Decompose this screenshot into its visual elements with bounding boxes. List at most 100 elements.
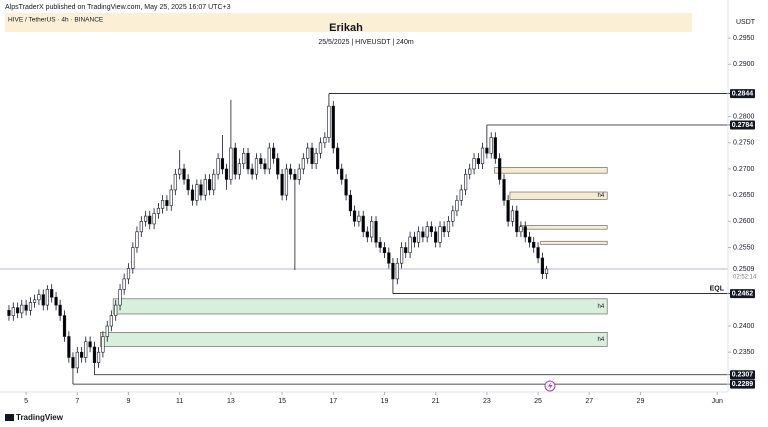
candle-body xyxy=(365,231,369,238)
candle-body xyxy=(152,213,156,225)
candle-body xyxy=(340,168,344,180)
y-tick-label: 0.2950 xyxy=(733,35,755,42)
candle-body xyxy=(131,247,135,269)
x-tick-label: Jun xyxy=(712,398,723,405)
zones: h4 h4 h4 xyxy=(100,167,608,347)
candle-body xyxy=(446,221,451,233)
candle-body xyxy=(246,152,250,170)
candle-body xyxy=(182,168,186,180)
candle-body xyxy=(41,294,45,306)
candle-body xyxy=(476,158,481,165)
candle-body xyxy=(498,158,502,180)
candle-body xyxy=(24,304,28,311)
candle-body xyxy=(301,158,305,170)
x-tick-label: 29 xyxy=(637,398,645,405)
candle-body xyxy=(472,158,476,170)
attribution: AlpsTraderX published on TradingView.com… xyxy=(5,4,231,11)
candle-body xyxy=(229,147,233,180)
candle-body xyxy=(195,184,199,201)
candle-body xyxy=(378,241,382,248)
y-tick-label: 0.2400 xyxy=(733,323,755,330)
x-tick-label: 17 xyxy=(329,398,337,405)
candle-body xyxy=(480,147,485,165)
y-tick-label: 0.2600 xyxy=(733,218,755,225)
candle-body xyxy=(169,189,173,206)
candle-body xyxy=(139,221,143,233)
candle-body xyxy=(434,231,438,243)
level-label-box xyxy=(730,289,755,299)
candle-body xyxy=(485,147,489,154)
zone-label: h4 xyxy=(597,304,604,310)
candle-body xyxy=(536,247,540,259)
level-label: 0.2462 xyxy=(732,290,754,297)
candle-body xyxy=(544,268,549,274)
candle-body xyxy=(336,147,340,170)
zone xyxy=(519,225,608,230)
candle-body xyxy=(442,226,446,233)
candle-body xyxy=(272,147,276,159)
candle-body xyxy=(45,289,49,306)
candle-body xyxy=(429,226,433,233)
y-tick-label: 0.2900 xyxy=(733,61,755,68)
zone xyxy=(100,332,608,347)
level-label-box xyxy=(730,120,755,130)
brand: TradingView xyxy=(16,413,64,422)
x-tick-label: 9 xyxy=(127,398,131,405)
candle-body xyxy=(254,158,259,175)
candle-body xyxy=(122,278,126,290)
candle-body xyxy=(71,357,75,369)
candle-body xyxy=(276,158,280,175)
candle-body xyxy=(67,336,71,358)
y-tick-label: 0.2700 xyxy=(733,166,755,173)
candle-body xyxy=(506,200,510,222)
candle-body xyxy=(421,231,425,238)
candle-body xyxy=(37,294,41,301)
y-tick-label: 0.2650 xyxy=(733,192,755,199)
candle-body xyxy=(532,241,536,248)
candle-body xyxy=(327,105,331,138)
candle-body xyxy=(540,257,545,274)
level-note: EQL xyxy=(710,285,725,292)
level-label-box xyxy=(730,370,755,380)
candle-body xyxy=(344,179,348,196)
candle-body xyxy=(404,247,408,254)
candle-body xyxy=(502,179,506,201)
candle-body xyxy=(16,307,20,314)
candle-body xyxy=(395,262,399,280)
candle-body xyxy=(314,152,318,165)
candle-body xyxy=(11,307,15,316)
candle-body xyxy=(156,207,161,214)
candle-body xyxy=(144,215,148,222)
candle-body xyxy=(323,137,327,144)
candle-body xyxy=(523,226,527,238)
candle-body xyxy=(284,168,289,196)
candle-body xyxy=(400,247,404,264)
candle-body xyxy=(425,226,429,238)
candle-body xyxy=(105,325,109,337)
candle-body xyxy=(233,147,237,175)
candle-body xyxy=(352,210,357,222)
candle-body xyxy=(331,105,335,149)
y-unit: USDT xyxy=(736,19,756,26)
zone xyxy=(494,167,608,174)
header-band xyxy=(5,13,692,32)
x-tick-label: 11 xyxy=(176,398,183,405)
candle-body xyxy=(165,200,169,206)
candle-body xyxy=(391,262,395,280)
candle-body xyxy=(412,236,417,243)
candle-body xyxy=(109,315,113,327)
chart-title: Erikah xyxy=(329,22,363,34)
y-tick-label: 0.2800 xyxy=(733,113,755,120)
candle-body xyxy=(28,302,33,311)
candle-body xyxy=(374,221,378,243)
x-tick-label: 7 xyxy=(75,398,79,405)
candle-body xyxy=(220,158,225,170)
candle-body xyxy=(208,179,212,191)
candle-body xyxy=(515,210,519,233)
candle-body xyxy=(32,299,37,303)
zone xyxy=(540,240,608,245)
candle-body xyxy=(510,210,515,222)
brand-logo xyxy=(5,414,14,421)
candle-body xyxy=(54,296,58,306)
